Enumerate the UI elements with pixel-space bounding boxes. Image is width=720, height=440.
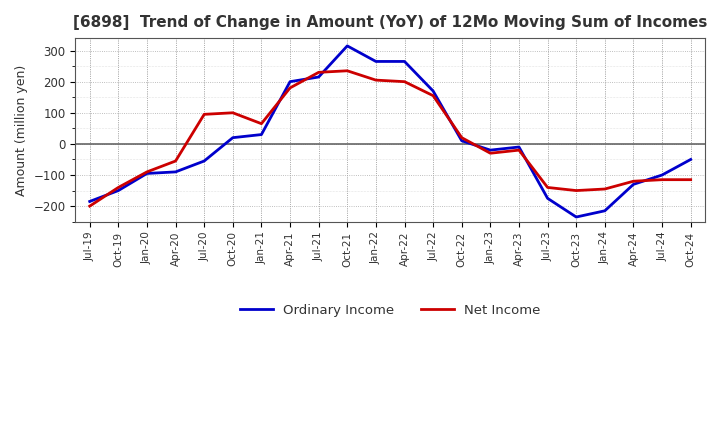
Ordinary Income xyxy=(658,172,667,178)
Net Income xyxy=(400,79,409,84)
Ordinary Income xyxy=(486,147,495,153)
Legend: Ordinary Income, Net Income: Ordinary Income, Net Income xyxy=(235,298,546,322)
Ordinary Income xyxy=(457,138,466,143)
Title: [6898]  Trend of Change in Amount (YoY) of 12Mo Moving Sum of Incomes: [6898] Trend of Change in Amount (YoY) o… xyxy=(73,15,707,30)
Ordinary Income xyxy=(372,59,380,64)
Ordinary Income xyxy=(343,43,351,48)
Ordinary Income xyxy=(315,74,323,80)
Net Income xyxy=(143,169,151,175)
Line: Net Income: Net Income xyxy=(90,71,690,206)
Ordinary Income xyxy=(600,208,609,213)
Ordinary Income xyxy=(171,169,180,175)
Ordinary Income xyxy=(400,59,409,64)
Net Income xyxy=(257,121,266,126)
Ordinary Income xyxy=(257,132,266,137)
Line: Ordinary Income: Ordinary Income xyxy=(90,46,690,217)
Ordinary Income xyxy=(629,182,638,187)
Net Income xyxy=(315,70,323,75)
Net Income xyxy=(457,135,466,140)
Ordinary Income xyxy=(572,214,580,220)
Net Income xyxy=(486,150,495,156)
Ordinary Income xyxy=(686,157,695,162)
Net Income xyxy=(658,177,667,182)
Y-axis label: Amount (million yen): Amount (million yen) xyxy=(15,64,28,195)
Ordinary Income xyxy=(200,158,209,164)
Net Income xyxy=(86,203,94,209)
Net Income xyxy=(228,110,237,115)
Ordinary Income xyxy=(143,171,151,176)
Ordinary Income xyxy=(114,188,122,193)
Net Income xyxy=(544,185,552,190)
Net Income xyxy=(600,187,609,192)
Ordinary Income xyxy=(228,135,237,140)
Net Income xyxy=(200,112,209,117)
Ordinary Income xyxy=(86,199,94,204)
Ordinary Income xyxy=(429,88,438,94)
Net Income xyxy=(171,158,180,164)
Net Income xyxy=(343,68,351,73)
Ordinary Income xyxy=(544,196,552,201)
Net Income xyxy=(286,85,294,91)
Ordinary Income xyxy=(515,144,523,150)
Net Income xyxy=(629,179,638,184)
Net Income xyxy=(372,77,380,83)
Net Income xyxy=(429,93,438,98)
Net Income xyxy=(515,147,523,153)
Net Income xyxy=(572,188,580,193)
Net Income xyxy=(686,177,695,182)
Net Income xyxy=(114,185,122,190)
Ordinary Income xyxy=(286,79,294,84)
